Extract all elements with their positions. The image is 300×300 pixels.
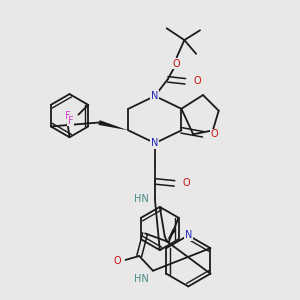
Text: N: N: [184, 230, 192, 240]
Text: O: O: [114, 256, 122, 266]
Text: F: F: [65, 111, 70, 121]
Text: O: O: [193, 76, 201, 86]
Text: O: O: [211, 129, 219, 139]
Text: N: N: [151, 138, 159, 148]
Text: O: O: [182, 178, 190, 188]
Text: N: N: [151, 91, 159, 101]
Text: N: N: [151, 91, 159, 101]
Text: HN: HN: [134, 274, 149, 284]
Polygon shape: [167, 228, 176, 241]
Polygon shape: [98, 120, 128, 130]
Text: O: O: [173, 58, 180, 69]
Text: F: F: [68, 116, 74, 126]
Text: HN: HN: [134, 194, 149, 204]
